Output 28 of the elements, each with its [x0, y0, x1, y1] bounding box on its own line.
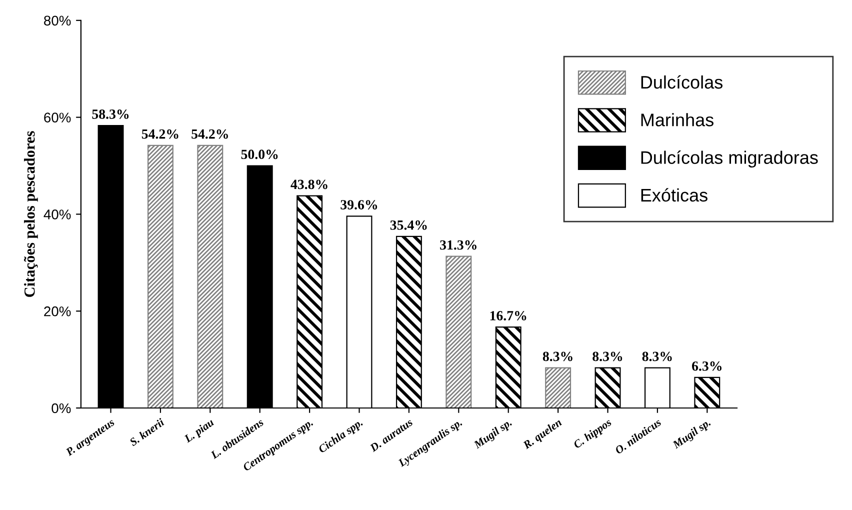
legend-label: Dulcícolas: [641, 75, 723, 89]
data-label: 43.8%: [290, 180, 328, 190]
bar: [197, 144, 224, 408]
data-label: 58.3%: [92, 109, 129, 119]
x-tick-label: L. piau: [183, 418, 216, 445]
y-tick-label: 80%: [44, 16, 71, 26]
legend-label: Dulcícolas migradoras: [641, 150, 818, 168]
data-label: 8.3%: [592, 352, 622, 362]
bar: [446, 256, 472, 408]
data-label: 35.4%: [390, 220, 427, 230]
y-tick-label: 60%: [44, 112, 71, 122]
legend-label: Exóticas: [641, 188, 708, 202]
y-tick-label: 0%: [52, 403, 71, 414]
data-label: 50.0%: [241, 150, 278, 160]
data-label: 54.2%: [142, 129, 178, 139]
data-label: 6.3%: [692, 361, 722, 371]
y-axis-title: Citações pelos pescadores: [24, 131, 38, 297]
data-label: 31.3%: [440, 240, 476, 250]
data-label: 16.7%: [490, 311, 526, 320]
y-tick-label: 40%: [44, 210, 71, 220]
data-label: 39.6%: [340, 200, 378, 210]
bar: [545, 367, 572, 408]
y-tick-label: 20%: [44, 306, 71, 316]
data-label: 8.3%: [542, 352, 572, 362]
data-label: 54.2%: [192, 129, 228, 139]
legend-label: Marinhas: [641, 113, 714, 126]
bar: [147, 144, 174, 408]
data-label: 8.3%: [642, 352, 672, 362]
